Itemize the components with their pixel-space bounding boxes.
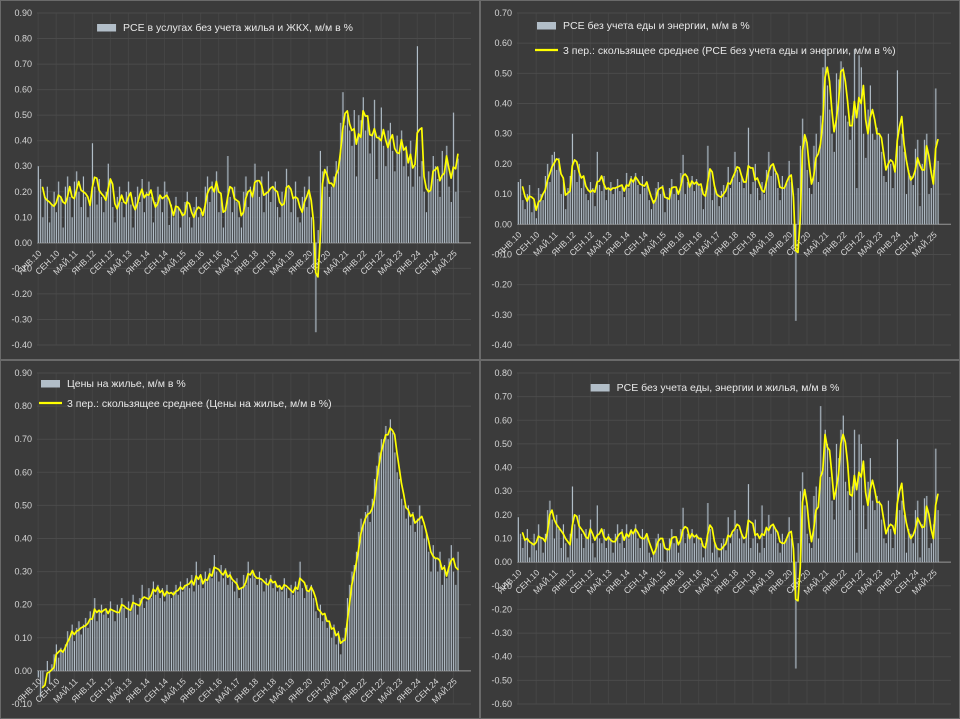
y-axis-labels: 0.80 0.70 0.60 0.50 0.40 0.30 0.20 0.10 0.00 -0.1… [491,368,512,709]
legend: PCE без учета еды, энергии и жилья, м/м … [590,382,840,394]
legend-bar-series-label: PCE в услугах без учета жилья и ЖКХ, м/м… [123,22,353,34]
svg-text:0.70: 0.70 [14,434,32,444]
legend-bar-swatch [590,384,610,392]
svg-text:0.20: 0.20 [494,510,512,520]
svg-text:-0.30: -0.30 [11,314,32,324]
bar-series [517,406,939,669]
svg-text:-0.40: -0.40 [11,340,32,350]
svg-text:0.00: 0.00 [494,219,512,229]
svg-text:0.80: 0.80 [494,368,512,378]
svg-text:0.80: 0.80 [14,34,32,44]
svg-text:0.50: 0.50 [14,110,32,120]
svg-text:0.60: 0.60 [494,38,512,48]
svg-text:0.50: 0.50 [14,500,32,510]
svg-text:0.30: 0.30 [14,567,32,577]
svg-text:0.20: 0.20 [14,187,32,197]
svg-text:0.90: 0.90 [14,8,32,18]
svg-text:0.50: 0.50 [494,439,512,449]
svg-text:0.40: 0.40 [14,136,32,146]
moving-average-line [521,66,939,254]
svg-text:0.70: 0.70 [494,8,512,18]
svg-text:-0.20: -0.20 [11,289,32,299]
chart-panel-pce-services-ex-housing-utilities: 0.90 0.80 0.70 0.60 0.50 0.40 0.30 0.20 0.10 0.00… [0,0,480,360]
chart-panel-pce-ex-food-energy: 0.70 0.60 0.50 0.40 0.30 0.20 0.10 0.00 -0.10 -0.… [480,0,960,360]
svg-text:0.10: 0.10 [494,534,512,544]
svg-text:-0.20: -0.20 [491,604,512,614]
legend-bar-swatch [41,380,60,388]
svg-text:0.20: 0.20 [14,600,32,610]
svg-text:-0.10: -0.10 [11,263,32,273]
y-axis-labels: 0.90 0.80 0.70 0.60 0.50 0.40 0.30 0.20 0.10 0.00… [11,8,32,350]
legend-bar-swatch [537,22,556,30]
svg-text:-0.30: -0.30 [491,310,512,320]
svg-text:0.60: 0.60 [14,467,32,477]
legend-bar-swatch [97,24,117,32]
svg-text:0.00: 0.00 [494,557,512,567]
legend: PCE без учета еды и энергии, м/м в % 3 пе… [535,20,896,57]
moving-average-line [521,433,939,602]
svg-text:0.80: 0.80 [14,401,32,411]
svg-text:0.40: 0.40 [494,99,512,109]
svg-text:0.40: 0.40 [14,534,32,544]
svg-text:0.00: 0.00 [14,238,32,248]
svg-text:-0.50: -0.50 [491,675,512,685]
chart-panel-pce-ex-food-energy-housing: 0.80 0.70 0.60 0.50 0.40 0.30 0.20 0.10 0.00 -0.1… [480,360,960,719]
bar-series [37,46,459,333]
svg-text:-0.10: -0.10 [491,249,512,259]
svg-text:0.00: 0.00 [14,666,32,676]
legend: PCE в услугах без учета жилья и ЖКХ, м/м… [97,22,353,34]
svg-text:-0.20: -0.20 [491,280,512,290]
y-axis-labels: 0.70 0.60 0.50 0.40 0.30 0.20 0.10 0.00 -0.10 -0.… [491,8,512,350]
svg-text:-0.40: -0.40 [491,652,512,662]
chart-panel-housing-prices: 0.90 0.80 0.70 0.60 0.50 0.40 0.30 0.20 0.10 0.00… [0,360,480,719]
pce-services-ex-housing-utilities-chart: 0.90 0.80 0.70 0.60 0.50 0.40 0.30 0.20 0.10 0.00… [11,8,471,350]
svg-text:0.20: 0.20 [494,159,512,169]
housing-prices-chart: 0.90 0.80 0.70 0.60 0.50 0.40 0.30 0.20 0.10 0.00… [11,368,471,709]
svg-text:-0.10: -0.10 [491,581,512,591]
svg-text:0.10: 0.10 [494,189,512,199]
svg-text:0.40: 0.40 [494,463,512,473]
svg-text:-0.10: -0.10 [11,699,32,709]
svg-text:0.10: 0.10 [14,212,32,222]
bar-series [37,419,459,698]
svg-text:-0.40: -0.40 [491,340,512,350]
svg-text:0.60: 0.60 [14,85,32,95]
svg-text:0.90: 0.90 [14,368,32,378]
legend-bar-series-label: PCE без учета еды и энергии, м/м в % [563,20,750,32]
y-axis-labels: 0.90 0.80 0.70 0.60 0.50 0.40 0.30 0.20 0.10 0.00… [11,368,32,709]
legend-line-series-label: 3 пер.: скользящее среднее (Цены на жиль… [67,398,332,410]
svg-text:0.30: 0.30 [494,129,512,139]
moving-average-line [41,427,459,689]
svg-text:0.30: 0.30 [14,161,32,171]
svg-text:0.70: 0.70 [494,392,512,402]
legend: Цены на жилье, м/м в % 3 пер.: скользящее… [39,378,332,410]
legend-bar-series-label: PCE без учета еды, энергии и жилья, м/м … [617,382,840,394]
legend-bar-series-label: Цены на жилье, м/м в % [67,378,186,390]
svg-text:0.10: 0.10 [14,633,32,643]
svg-text:0.30: 0.30 [494,486,512,496]
svg-text:-0.30: -0.30 [491,628,512,638]
svg-text:-0.60: -0.60 [491,699,512,709]
svg-text:0.60: 0.60 [494,415,512,425]
x-gridlines [517,13,934,345]
bar-series [517,49,939,321]
pce-ex-food-energy-housing-chart: 0.80 0.70 0.60 0.50 0.40 0.30 0.20 0.10 0.00 -0.1… [491,368,951,709]
pce-ex-food-energy-chart: 0.70 0.60 0.50 0.40 0.30 0.20 0.10 0.00 -0.10 -0.… [491,8,951,350]
svg-text:0.70: 0.70 [14,59,32,69]
legend-line-series-label: 3 пер.: скользящее среднее (PCE без учет… [563,45,896,57]
moving-average-line [41,110,459,278]
svg-text:0.50: 0.50 [494,68,512,78]
